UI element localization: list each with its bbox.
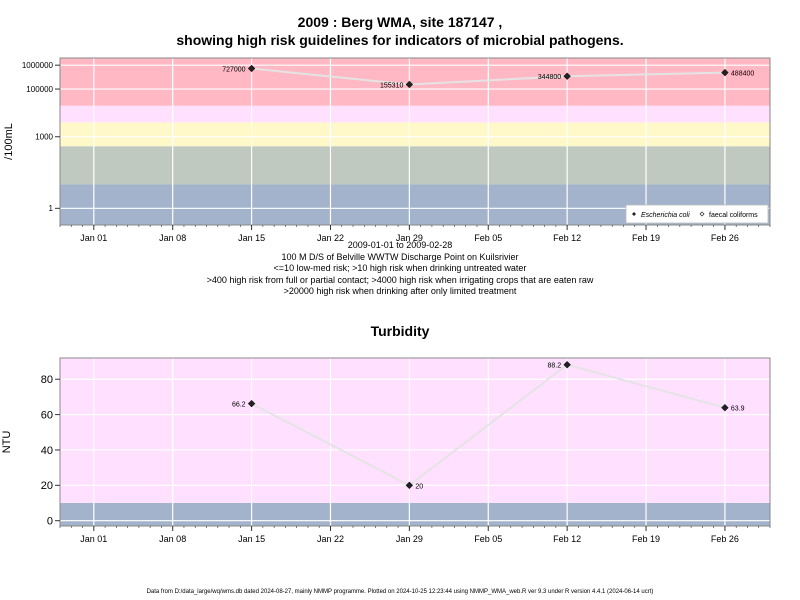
x-tick-label-6: Feb 12 (553, 534, 581, 544)
x-tick-label-3: Jan 22 (317, 534, 344, 544)
y-tick-label-3: 1000000 (22, 61, 54, 70)
turbidity-title: Turbidity (370, 323, 430, 339)
series-line-0 (251, 363, 726, 487)
y-tick-label-0: 1 (49, 204, 54, 213)
data-point-3 (721, 68, 729, 77)
x-tick-label-3: Jan 22 (317, 233, 344, 243)
chart-caption: 2009-01-01 to 2009-02-28 100 M D/S of Be… (0, 240, 800, 298)
x-tick-label-8: Feb 26 (711, 233, 739, 243)
risk-band-2 (60, 122, 770, 147)
y-tick-label-0: 0 (47, 516, 53, 528)
data-label-1: 20 (415, 483, 423, 490)
y-tick-label-2: 40 (41, 445, 53, 457)
x-tick-label-2: Jan 15 (238, 233, 265, 243)
data-label-3: 488400 (731, 71, 754, 78)
data-point-0 (247, 64, 256, 73)
legend-label-ecoli: Escherichia coli (641, 212, 690, 219)
y-axis-title: /100mL (3, 123, 15, 160)
data-label-1: 155310 (380, 82, 403, 89)
data-point-2 (563, 360, 571, 369)
caption-line-date-range: 2009-01-01 to 2009-02-28 (347, 240, 453, 250)
x-tick-label-7: Feb 19 (632, 233, 660, 243)
y-tick-label-1: 1000 (35, 133, 53, 142)
legend-marker-faecal (699, 211, 705, 217)
data-label-0: 66.2 (232, 402, 246, 409)
caption-line-risk-1: <=10 low-med risk; >10 high risk when dr… (273, 263, 527, 273)
data-label-2: 344800 (538, 74, 561, 81)
caption-line-risk-2: >400 high risk from full or partial cont… (206, 274, 594, 285)
turbidity-chart: Jan 01 Jan 08 Jan 15 Jan 22 Jan 29 Feb 05 Feb … (1, 357, 771, 544)
y-tick-label-4: 80 (41, 374, 53, 386)
legend-label-faecal: faecal coliforms (709, 212, 758, 219)
data-label-3: 63.9 (731, 406, 745, 413)
x-tick-label-8: Feb 26 (711, 534, 739, 544)
data-point-1 (405, 481, 414, 490)
legend-marker-ecoli (632, 212, 636, 216)
plot-frame (59, 57, 771, 226)
x-tick-label-6: Feb 12 (553, 233, 581, 243)
y-axis-title: NTU (1, 431, 13, 454)
x-tick-label-1: Jan 08 (159, 534, 186, 544)
risk-band-1 (60, 146, 770, 185)
x-tick-label-5: Feb 05 (474, 534, 502, 544)
caption-line-risk-3: >20000 high risk when drinking after onl… (283, 286, 517, 296)
data-point-1 (405, 80, 414, 89)
legend-box (625, 204, 769, 224)
data-point-3 (721, 403, 729, 412)
data-label-2: 88.2 (548, 363, 562, 370)
y-tick-label-3: 60 (41, 409, 53, 421)
microbial-chart: Jan 01 Jan 08 Jan 15 Jan 22 Jan 29 Feb 05 Feb … (3, 57, 771, 243)
x-tick-label-4: Jan 29 (396, 233, 423, 243)
x-tick-label-1: Jan 08 (159, 233, 186, 243)
plot-frame (59, 357, 771, 527)
x-tick-label-7: Feb 19 (632, 534, 660, 544)
x-tick-label-0: Jan 01 (80, 233, 107, 243)
risk-band-3 (60, 105, 770, 123)
data-point-2 (563, 72, 571, 80)
x-tick-label-2: Jan 15 (238, 534, 265, 544)
risk-band-4 (60, 58, 770, 106)
caption-line-site: 100 M D/S of Belville WWTW Discharge Poi… (281, 251, 519, 262)
y-tick-label-1: 20 (41, 480, 53, 492)
data-point-0 (247, 399, 256, 408)
risk-band-1 (60, 358, 770, 504)
data-label-0: 727000 (222, 66, 245, 73)
y-tick-label-2: 100000 (26, 85, 53, 94)
x-tick-label-0: Jan 01 (80, 534, 107, 544)
x-tick-label-5: Feb 05 (474, 233, 502, 243)
series-line-0 (251, 67, 725, 86)
chart-title-line-2: showing high risk guidelines for indicat… (176, 32, 624, 48)
chart-title-line-1: 2009 : Berg WMA, site 187147 , (297, 14, 503, 30)
footer-note: Data from D:/data_large/wq/wms.db dated … (146, 589, 654, 595)
x-tick-label-4: Jan 29 (396, 534, 423, 544)
risk-band-0 (60, 503, 770, 526)
